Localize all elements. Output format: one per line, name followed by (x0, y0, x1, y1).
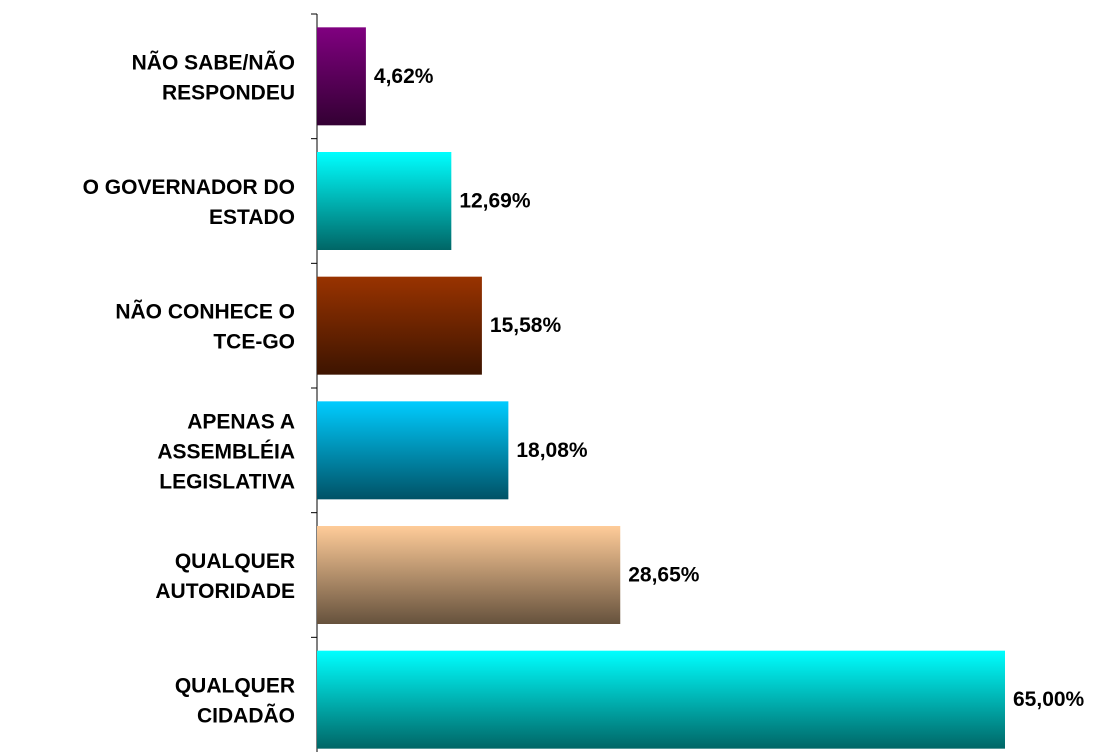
category-label: QUALQUER CIDADÃO (175, 674, 295, 727)
value-label: 15,58% (490, 314, 562, 337)
value-label: 4,62% (374, 65, 434, 88)
value-label: 28,65% (628, 564, 700, 587)
bar (317, 526, 621, 624)
category-label: APENAS A ASSEMBLÉIA LEGISLATIVA (157, 410, 295, 493)
value-label: 18,08% (516, 439, 588, 462)
bar (317, 27, 366, 126)
value-label: 12,69% (459, 190, 531, 213)
category-label: O GOVERNADOR DO ESTADO (83, 176, 295, 229)
category-label: QUALQUER AUTORIDADE (155, 550, 295, 603)
bar (317, 276, 482, 375)
category-label: NÃO SABE/NÃO RESPONDEU (132, 51, 295, 104)
bar (317, 401, 509, 500)
bar (317, 650, 1005, 749)
category-label: NÃO CONHECE O TCE-GO (115, 300, 295, 353)
bar (317, 152, 452, 250)
value-label: 65,00% (1013, 688, 1085, 711)
